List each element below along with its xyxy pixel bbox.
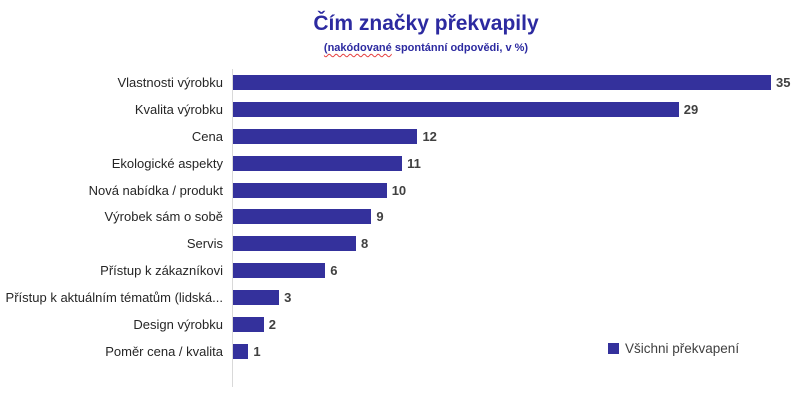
chart-row: Servis 8	[0, 230, 800, 257]
chart-row: Nová nabídka / produkt 10	[0, 177, 800, 204]
value-label: 29	[683, 101, 699, 117]
category-label: Ekologické aspekty	[111, 155, 223, 171]
chart-row: Kvalita výrobku 29	[0, 96, 800, 123]
bar-track: 35	[233, 69, 800, 96]
chart-row: Ekologické aspekty 11	[0, 150, 800, 177]
chart-row: Poměr cena / kvalita 1	[0, 338, 800, 365]
legend-swatch-icon	[608, 343, 619, 354]
category-label: Vlastnosti výrobku	[117, 74, 224, 90]
bar	[233, 290, 280, 306]
category-label: Přístup k zákazníkovi	[100, 263, 223, 279]
bar-track: 11	[233, 150, 800, 177]
chart-title: Čím značky překvapily	[313, 12, 539, 35]
category-label: Přístup k aktuálním tématům (lidská...	[5, 290, 223, 306]
bar	[233, 128, 418, 144]
category-label: Nová nabídka / produkt	[88, 182, 223, 198]
bars-container: Vlastnosti výrobku 35 Kvalita výrobku 29…	[0, 69, 800, 365]
value-label: 10	[391, 182, 407, 198]
bar	[233, 101, 679, 117]
chart-subtitle: (nakódované spontánní odpovědi, v %)	[0, 42, 800, 54]
bar-track: 9	[233, 203, 800, 230]
category-label: Kvalita výrobku	[134, 101, 223, 117]
bar	[233, 209, 372, 225]
value-label: 8	[360, 236, 369, 252]
bar	[233, 343, 249, 359]
bar-track: 3	[233, 284, 800, 311]
bar	[233, 74, 771, 90]
chart-row: Vlastnosti výrobku 35	[0, 69, 800, 96]
bar-track: 6	[233, 257, 800, 284]
bar-track: 12	[233, 123, 800, 150]
chart-row: Výrobek sám o sobě 9	[0, 203, 800, 230]
chart-row: Přístup k aktuálním tématům (lidská... 3	[0, 284, 800, 311]
chart-row: Cena 12	[0, 123, 800, 150]
bar-track: 8	[233, 230, 800, 257]
value-label: 6	[330, 263, 338, 279]
legend-label: Všichni překvapení	[625, 341, 740, 356]
value-label: 3	[284, 290, 292, 306]
category-label: Výrobek sám o sobě	[104, 209, 223, 225]
category-label: Design výrobku	[133, 316, 223, 332]
category-label: Poměr cena / kvalita	[105, 343, 223, 359]
plot-area: Vlastnosti výrobku 35 Kvalita výrobku 29…	[0, 69, 800, 400]
subtitle-rest: spontánní odpovědi, v %)	[391, 42, 529, 54]
value-label: 1	[253, 343, 261, 359]
bar	[233, 182, 387, 198]
chart-row: Přístup k zákazníkovi 6	[0, 257, 800, 284]
y-axis-line	[232, 69, 233, 387]
value-label: 12	[422, 128, 437, 144]
bar-track: 10	[233, 177, 800, 204]
bar	[233, 236, 356, 252]
category-label: Cena	[191, 128, 223, 144]
value-label: 9	[376, 209, 384, 225]
bar-track: 2	[233, 311, 800, 338]
bar	[233, 263, 326, 279]
value-label: 2	[268, 316, 276, 332]
legend: Všichni překvapení	[608, 341, 739, 356]
bar-track: 29	[233, 96, 800, 123]
value-label: 35	[776, 74, 791, 90]
chart-row: Design výrobku 2	[0, 311, 800, 338]
bar	[233, 155, 403, 171]
bar-track: 1	[233, 338, 800, 365]
category-label: Servis	[186, 236, 223, 252]
value-label: 11	[407, 155, 421, 171]
bar	[233, 316, 264, 332]
subtitle-misspelled-word: (nakódované	[323, 42, 392, 54]
